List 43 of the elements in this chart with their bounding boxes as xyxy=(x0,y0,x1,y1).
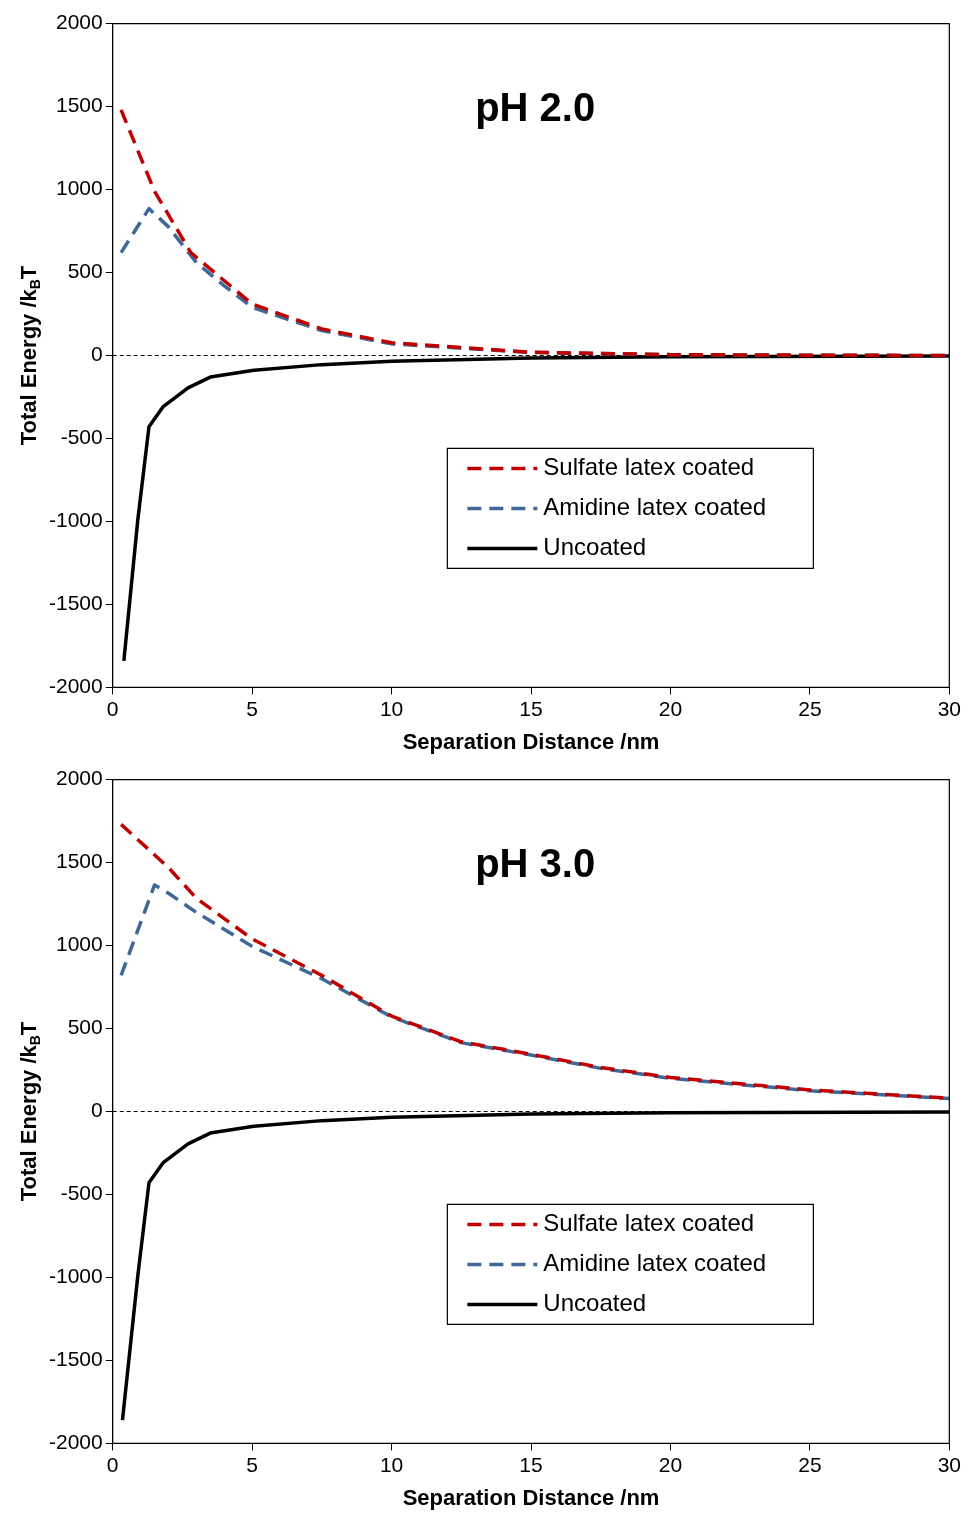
x-tick-label: 20 xyxy=(658,1452,683,1476)
legend-label: Amidine latex coated xyxy=(543,1249,767,1277)
x-tick-label: 5 xyxy=(246,696,258,720)
line-series xyxy=(119,883,950,1101)
y-tick-label: -1500 xyxy=(48,591,103,615)
y-tick-label: 500 xyxy=(67,1015,103,1039)
y-tick-label: 0 xyxy=(91,342,103,366)
y-tick-label: -500 xyxy=(60,1181,103,1205)
legend-label: Uncoated xyxy=(543,533,647,561)
y-tick-label: -2000 xyxy=(48,1430,103,1454)
x-tick-label: 15 xyxy=(519,1452,543,1476)
y-tick-label: 1000 xyxy=(55,932,103,956)
y-tick-label: 2000 xyxy=(55,766,103,790)
y-tick-label: 1500 xyxy=(55,93,103,117)
x-tick-label: 20 xyxy=(658,696,683,720)
x-tick-label: 10 xyxy=(379,1452,404,1476)
text: pH 3.0 xyxy=(475,840,596,885)
x-tick-label: 25 xyxy=(798,1452,822,1476)
y-tick-label: -1000 xyxy=(48,1264,103,1288)
x-tick-label: 10 xyxy=(379,696,404,720)
x-tick-label: 25 xyxy=(798,696,822,720)
y-tick-label: 2000 xyxy=(55,10,103,34)
x-tick-label: 15 xyxy=(519,696,543,720)
text: pH 2.0 xyxy=(475,84,596,129)
y-tick-label: 0 xyxy=(91,1098,103,1122)
x-tick-label: 30 xyxy=(937,1452,961,1476)
x-axis-title: Separation Distance /nm xyxy=(402,728,660,754)
x-tick-label: 30 xyxy=(937,696,961,720)
y-tick-label: -1500 xyxy=(48,1347,103,1371)
x-tick-label: 0 xyxy=(106,696,119,720)
legend-label: Amidine latex coated xyxy=(543,493,767,521)
y-tick-label: -2000 xyxy=(48,674,103,698)
y-tick-label: 1500 xyxy=(55,849,103,873)
x-tick-label: 5 xyxy=(246,1452,258,1476)
x-axis-title: Separation Distance /nm xyxy=(402,1484,660,1510)
legend-label: Sulfate latex coated xyxy=(543,453,755,481)
y-tick-label: -1000 xyxy=(48,508,103,532)
y-tick-label: 500 xyxy=(67,259,103,283)
y-tick-label: 1000 xyxy=(55,176,103,200)
x-tick-label: 0 xyxy=(106,1452,119,1476)
legend-label: Uncoated xyxy=(543,1289,647,1317)
legend-label: Sulfate latex coated xyxy=(543,1209,755,1237)
y-tick-label: -500 xyxy=(60,425,103,449)
